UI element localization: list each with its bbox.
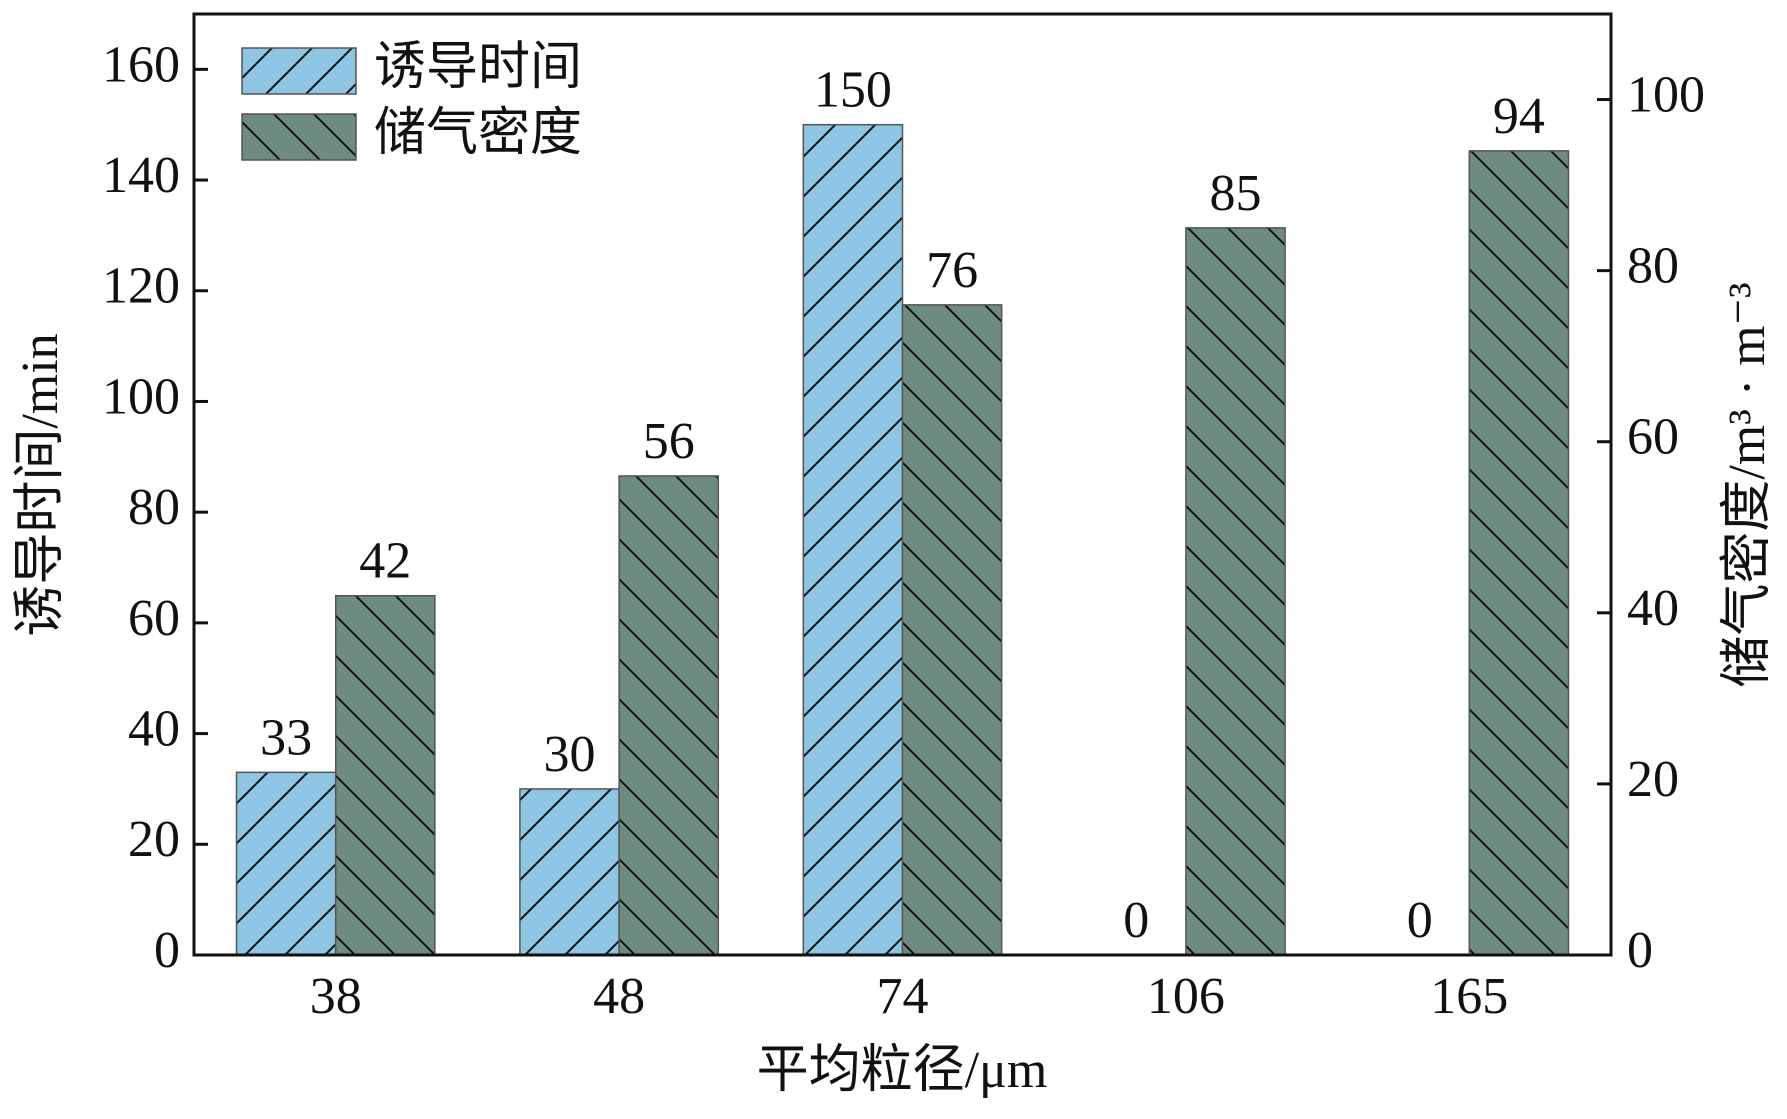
bar [802, 123, 904, 956]
data-label: 30 [544, 726, 596, 783]
y-tick-label: 140 [102, 147, 180, 204]
data-label: 56 [643, 413, 695, 470]
y-tick-label: 100 [102, 368, 180, 425]
data-label: 42 [359, 533, 411, 590]
bar [334, 594, 436, 956]
legend-swatch [241, 113, 357, 161]
bar [235, 771, 337, 956]
data-label: 0 [1123, 892, 1149, 949]
legend-label: 诱导时间 [374, 39, 582, 96]
data-label: 0 [1407, 892, 1433, 949]
y-tick-label: 120 [102, 258, 180, 315]
bar [1468, 150, 1570, 956]
y2-axis-label: 储气密度/m³ · m⁻³ [1719, 282, 1776, 687]
y2-tick-label: 0 [1627, 922, 1653, 979]
y2-tick-label: 60 [1627, 409, 1679, 466]
data-label: 85 [1209, 165, 1261, 222]
x-tick-label: 48 [593, 968, 645, 1025]
x-tick-label: 38 [310, 968, 362, 1025]
y2-tick-label: 100 [1627, 66, 1705, 123]
y-tick-label: 60 [128, 590, 180, 647]
x-tick-label: 165 [1430, 968, 1508, 1025]
legend-swatch [241, 47, 357, 95]
data-label: 150 [814, 62, 892, 119]
y-tick-label: 160 [102, 36, 180, 93]
x-tick-label: 106 [1147, 968, 1225, 1025]
y-axis-label: 诱导时间/min [12, 333, 69, 636]
y2-tick-label: 80 [1627, 238, 1679, 295]
bar [618, 475, 720, 956]
y2-tick-label: 40 [1627, 580, 1679, 637]
data-label: 94 [1493, 88, 1545, 145]
bar [1185, 227, 1286, 956]
y-tick-label: 80 [128, 479, 180, 536]
legend-label: 储气密度 [374, 105, 582, 162]
y2-tick-label: 20 [1627, 751, 1679, 808]
x-axis-label: 平均粒径/μm [757, 1042, 1048, 1099]
y-tick-label: 20 [128, 811, 180, 868]
bar [901, 304, 1003, 956]
y-tick-label: 40 [128, 701, 180, 758]
bar [519, 788, 620, 956]
x-tick-label: 74 [877, 968, 929, 1025]
y-tick-label: 0 [154, 922, 180, 979]
data-label: 33 [260, 709, 312, 766]
plot-frame [192, 12, 1613, 957]
data-label: 76 [926, 242, 978, 299]
